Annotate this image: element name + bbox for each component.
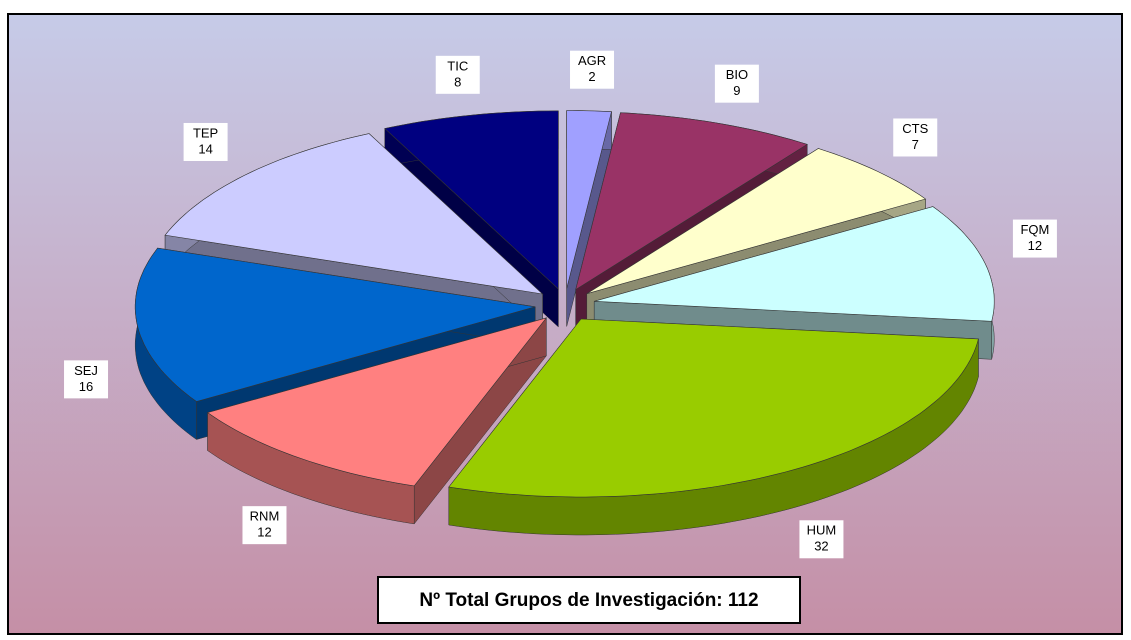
data-label-value: 12 xyxy=(257,525,271,540)
data-label-category: BIO xyxy=(726,67,748,82)
data-label-value: 2 xyxy=(588,69,595,84)
annotation: Nº Total Grupos de Investigación: 112 xyxy=(419,590,758,611)
data-label-value: 7 xyxy=(912,137,919,152)
slice xyxy=(448,318,979,498)
data-label-box xyxy=(435,55,480,94)
slice xyxy=(575,112,808,291)
data-label-category: RNM xyxy=(250,509,280,524)
data-label-value: 9 xyxy=(733,83,740,98)
data-label-value: 32 xyxy=(814,539,828,554)
data-label-box xyxy=(570,50,615,89)
data-label-box xyxy=(799,520,844,559)
slice xyxy=(134,247,536,402)
data-label-category: HUM xyxy=(807,523,837,538)
data-label-category: CTS xyxy=(902,121,928,136)
annotation-box xyxy=(377,576,801,624)
slice xyxy=(586,148,927,294)
data-label-category: TEP xyxy=(193,125,218,140)
data-label-box xyxy=(893,118,938,157)
data-label-category: FQM xyxy=(1020,222,1049,237)
slice xyxy=(566,110,612,289)
data-label-value: 12 xyxy=(1028,238,1042,253)
data-label-value: 14 xyxy=(198,141,212,156)
slice xyxy=(594,206,995,322)
data-label-category: AGR xyxy=(578,53,606,68)
data-label-value: 16 xyxy=(79,379,93,394)
pie xyxy=(134,110,995,536)
data-label-value: 8 xyxy=(454,74,461,89)
slice xyxy=(164,133,544,295)
data-label-box xyxy=(1012,219,1057,258)
data-label-category: SEJ xyxy=(74,363,98,378)
slice xyxy=(384,110,559,290)
data-label-box xyxy=(183,122,228,161)
data-label-box xyxy=(64,360,109,399)
data-label-box xyxy=(242,506,287,545)
slice xyxy=(206,317,548,487)
data-label-category: TIC xyxy=(447,58,468,73)
data-label-box xyxy=(714,64,759,103)
